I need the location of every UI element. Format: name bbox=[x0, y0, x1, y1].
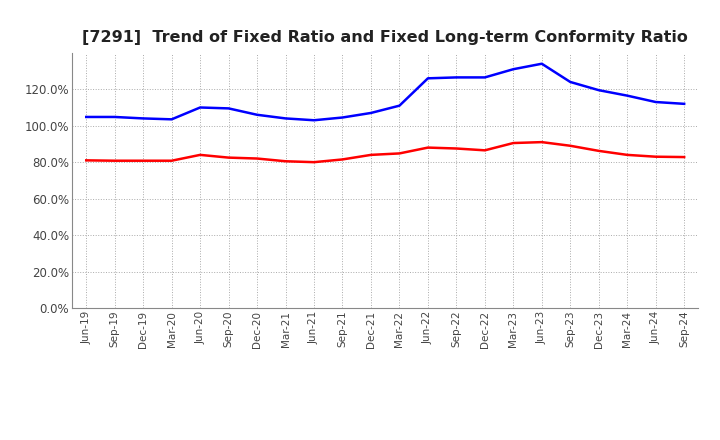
Fixed Ratio bbox=[623, 93, 631, 98]
Fixed Long-term Conformity Ratio bbox=[366, 152, 375, 158]
Fixed Ratio bbox=[167, 117, 176, 122]
Fixed Ratio bbox=[509, 66, 518, 72]
Line: Fixed Ratio: Fixed Ratio bbox=[86, 64, 684, 120]
Fixed Ratio bbox=[595, 88, 603, 93]
Fixed Ratio bbox=[110, 114, 119, 120]
Fixed Long-term Conformity Ratio bbox=[82, 158, 91, 163]
Fixed Long-term Conformity Ratio bbox=[139, 158, 148, 163]
Fixed Ratio bbox=[196, 105, 204, 110]
Fixed Ratio bbox=[282, 116, 290, 121]
Title: [7291]  Trend of Fixed Ratio and Fixed Long-term Conformity Ratio: [7291] Trend of Fixed Ratio and Fixed Lo… bbox=[82, 29, 688, 45]
Fixed Long-term Conformity Ratio bbox=[452, 146, 461, 151]
Fixed Ratio bbox=[310, 117, 318, 123]
Fixed Long-term Conformity Ratio bbox=[623, 152, 631, 158]
Fixed Long-term Conformity Ratio bbox=[509, 140, 518, 146]
Fixed Ratio bbox=[452, 75, 461, 80]
Fixed Ratio bbox=[480, 75, 489, 80]
Fixed Long-term Conformity Ratio bbox=[310, 160, 318, 165]
Fixed Long-term Conformity Ratio bbox=[423, 145, 432, 150]
Fixed Ratio bbox=[139, 116, 148, 121]
Fixed Long-term Conformity Ratio bbox=[167, 158, 176, 163]
Fixed Long-term Conformity Ratio bbox=[480, 148, 489, 153]
Fixed Ratio bbox=[680, 101, 688, 106]
Fixed Ratio bbox=[82, 114, 91, 120]
Fixed Long-term Conformity Ratio bbox=[253, 156, 261, 161]
Fixed Long-term Conformity Ratio bbox=[537, 139, 546, 145]
Fixed Ratio bbox=[366, 110, 375, 116]
Fixed Long-term Conformity Ratio bbox=[395, 151, 404, 156]
Fixed Long-term Conformity Ratio bbox=[338, 157, 347, 162]
Fixed Long-term Conformity Ratio bbox=[196, 152, 204, 158]
Fixed Ratio bbox=[338, 115, 347, 120]
Fixed Long-term Conformity Ratio bbox=[680, 154, 688, 160]
Fixed Ratio bbox=[225, 106, 233, 111]
Fixed Long-term Conformity Ratio bbox=[110, 158, 119, 163]
Fixed Long-term Conformity Ratio bbox=[566, 143, 575, 148]
Fixed Ratio bbox=[566, 79, 575, 84]
Fixed Long-term Conformity Ratio bbox=[652, 154, 660, 159]
Fixed Ratio bbox=[423, 76, 432, 81]
Fixed Long-term Conformity Ratio bbox=[282, 159, 290, 164]
Fixed Ratio bbox=[253, 112, 261, 117]
Fixed Long-term Conformity Ratio bbox=[225, 155, 233, 160]
Fixed Ratio bbox=[395, 103, 404, 108]
Fixed Long-term Conformity Ratio bbox=[595, 148, 603, 154]
Fixed Ratio bbox=[537, 61, 546, 66]
Fixed Ratio bbox=[652, 99, 660, 105]
Line: Fixed Long-term Conformity Ratio: Fixed Long-term Conformity Ratio bbox=[86, 142, 684, 162]
